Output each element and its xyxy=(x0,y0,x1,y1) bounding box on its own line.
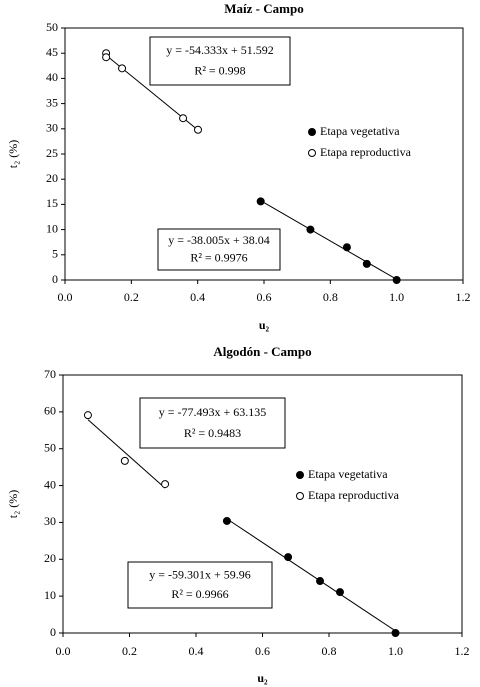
trendline-equation: y = -59.301x + 59.96 xyxy=(149,568,251,582)
x-tick-label: 0.8 xyxy=(323,290,338,304)
y-tick-label: 5 xyxy=(52,247,58,261)
y-tick-label: 20 xyxy=(46,171,58,185)
legend-label: Etapa vegetativa xyxy=(320,124,400,138)
x-tick-label: 0.8 xyxy=(322,644,337,658)
y-tick-label: 30 xyxy=(46,121,58,135)
x-tick-label: 1.0 xyxy=(389,290,404,304)
y-tick-label: 50 xyxy=(44,440,56,454)
trendline-r2: R² = 0.9976 xyxy=(190,250,247,264)
trendline xyxy=(260,200,397,280)
legend-label: Etapa vegetativa xyxy=(308,467,388,481)
legend-marker xyxy=(308,149,316,157)
data-point xyxy=(284,553,293,562)
x-tick-label: 1.2 xyxy=(456,290,471,304)
trendline-equation: y = -38.005x + 38.04 xyxy=(168,233,270,247)
y-tick-label: 10 xyxy=(44,588,56,602)
data-point xyxy=(222,516,231,525)
y-tick-label: 25 xyxy=(46,146,58,160)
trendline-r2: R² = 0.9966 xyxy=(171,587,228,601)
trendline-equation: y = -54.333x + 51.592 xyxy=(166,43,274,57)
data-point xyxy=(83,411,92,420)
x-tick-label: 0.0 xyxy=(56,644,71,658)
legend-label: Etapa reproductiva xyxy=(308,488,400,502)
y-axis-label: t₂ (%) xyxy=(6,140,20,169)
y-tick-label: 20 xyxy=(44,551,56,565)
y-tick-label: 50 xyxy=(46,20,58,34)
data-point xyxy=(391,629,400,637)
y-tick-label: 30 xyxy=(44,514,56,528)
y-tick-label: 0 xyxy=(52,272,58,286)
trendline xyxy=(87,419,166,489)
y-tick-label: 35 xyxy=(46,95,58,109)
data-point xyxy=(179,114,188,123)
data-point xyxy=(256,197,265,206)
x-tick-label: 0.6 xyxy=(255,644,270,658)
legend-marker xyxy=(296,492,304,500)
data-point xyxy=(102,53,111,62)
x-tick-label: 0.4 xyxy=(189,644,204,658)
equation-box xyxy=(149,36,291,86)
data-point xyxy=(120,456,129,465)
x-tick-label: 0.2 xyxy=(122,644,137,658)
data-point xyxy=(362,259,371,268)
data-point xyxy=(342,243,351,252)
x-tick-label: 0.6 xyxy=(257,290,272,304)
equation-box xyxy=(139,397,286,449)
x-tick-label: 0.2 xyxy=(124,290,139,304)
equation-box xyxy=(157,228,281,271)
y-tick-label: 40 xyxy=(44,477,56,491)
equation-box xyxy=(127,561,273,609)
trendline-equation: y = -77.493x + 63.135 xyxy=(159,405,267,419)
chart-title: Maíz - Campo xyxy=(224,1,303,16)
y-tick-label: 70 xyxy=(44,367,56,381)
data-point xyxy=(335,588,344,597)
x-tick-label: 0.0 xyxy=(58,290,73,304)
trendline-r2: R² = 0.998 xyxy=(194,63,245,77)
y-tick-label: 40 xyxy=(46,70,58,84)
x-axis-label: u₂ xyxy=(259,318,270,332)
y-axis-label: t₂ (%) xyxy=(6,490,20,519)
y-tick-label: 45 xyxy=(46,45,58,59)
y-tick-label: 60 xyxy=(44,404,56,418)
data-point xyxy=(316,577,325,586)
x-tick-label: 1.0 xyxy=(388,644,403,658)
y-tick-label: 0 xyxy=(50,625,56,639)
data-point xyxy=(306,225,315,234)
trendline-r2: R² = 0.9483 xyxy=(184,426,241,440)
data-point xyxy=(161,480,170,489)
data-point xyxy=(193,125,202,134)
trendline xyxy=(226,518,396,632)
y-tick-label: 10 xyxy=(46,221,58,235)
data-point xyxy=(392,276,401,284)
x-tick-label: 1.2 xyxy=(455,644,470,658)
legend-marker xyxy=(308,128,316,136)
legend-marker xyxy=(296,471,304,479)
x-tick-label: 0.4 xyxy=(190,290,205,304)
legend-label: Etapa reproductiva xyxy=(320,145,412,159)
chart-title: Algodón - Campo xyxy=(213,344,311,359)
x-axis-label: u₂ xyxy=(257,671,268,685)
y-tick-label: 15 xyxy=(46,196,58,210)
data-point xyxy=(118,64,127,73)
